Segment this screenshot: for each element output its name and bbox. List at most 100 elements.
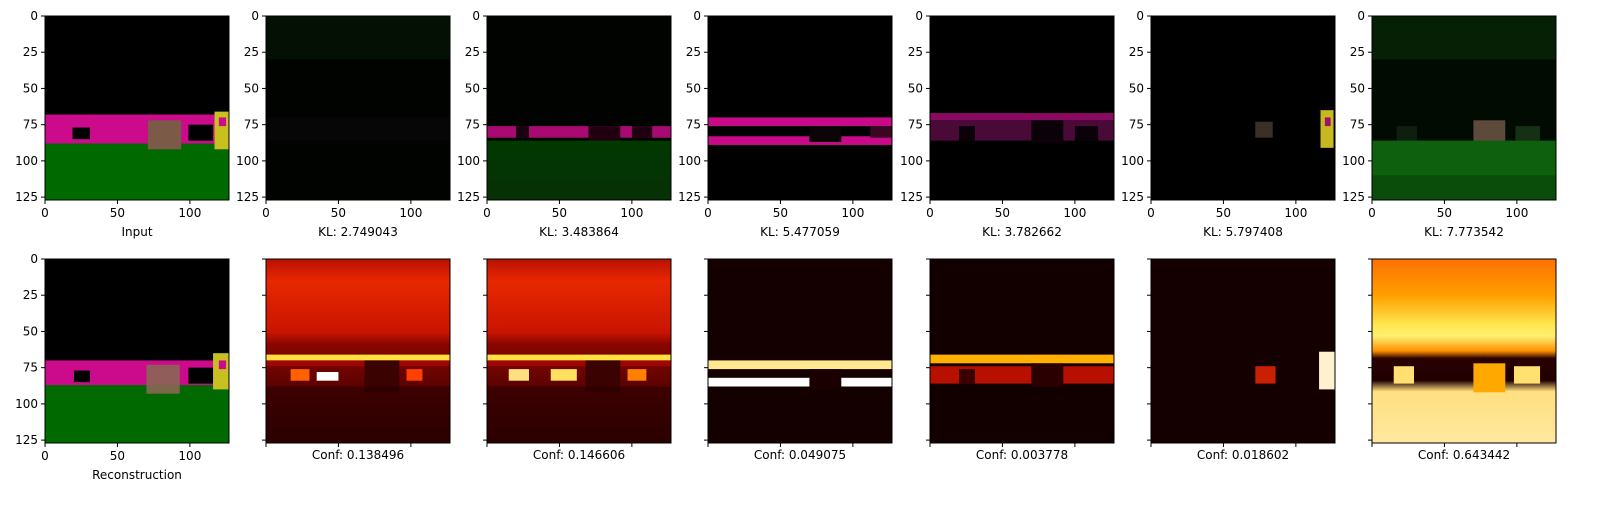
y-tick-label: 25 [23, 288, 38, 302]
slot-background [930, 16, 1114, 200]
x-tick-label: 0 [41, 206, 49, 220]
key-hole [1324, 117, 1331, 127]
caption-slot1: KL: 2.749043 [318, 225, 398, 239]
panel-conf6-axes [1368, 258, 1557, 447]
y-tick-label: 100 [15, 397, 38, 411]
panel-slot6 [1372, 16, 1556, 200]
y-tick-label: 25 [1129, 45, 1144, 59]
caption-slot2: KL: 3.483864 [539, 225, 619, 239]
panel-slot3 [708, 16, 892, 200]
heat-wall-dark [266, 360, 450, 367]
x-tick-label: 0 [926, 206, 934, 220]
y-tick-label: 125 [900, 190, 923, 204]
y-tick-label: 0 [30, 252, 38, 266]
y-tick-label: 75 [1350, 118, 1365, 132]
y-tick-label: 125 [15, 433, 38, 447]
panel-slot4 [930, 16, 1114, 200]
x-tick-label: 100 [1284, 206, 1307, 220]
y-tick-label: 50 [465, 81, 480, 95]
wall-top-strip [930, 113, 1114, 121]
heat-window-left [290, 369, 310, 381]
y-tick-label: 0 [251, 9, 259, 23]
caption-conf1: Conf: 0.138496 [312, 448, 404, 462]
axes-frame [707, 258, 893, 444]
box-gap [588, 126, 621, 141]
y-tick-label: 0 [472, 9, 480, 23]
window-right [188, 367, 214, 384]
heat-key [1319, 351, 1335, 390]
heat-background [708, 259, 892, 443]
caption-slot4: KL: 3.782662 [982, 225, 1062, 239]
x-tick-label: 50 [773, 206, 788, 220]
y-tick-label: 125 [1121, 190, 1144, 204]
heat-box [1031, 363, 1064, 387]
panel-conf5 [1151, 259, 1335, 443]
y-tick-label: 25 [23, 45, 38, 59]
wall-top-strip [708, 117, 892, 127]
y-tick-label: 50 [244, 81, 259, 95]
panel-conf6 [1372, 259, 1556, 443]
heat-box [809, 369, 842, 390]
x-tick-label: 100 [1505, 206, 1528, 220]
axes-frame [1150, 15, 1336, 201]
y-tick-label: 100 [1342, 154, 1365, 168]
heat-window-left [508, 369, 530, 381]
heat-wall-top [487, 354, 671, 361]
heat-background [1372, 259, 1556, 443]
key-hole [218, 360, 227, 370]
heat-floor [266, 386, 450, 443]
x-tick-label: 0 [41, 449, 49, 463]
wall-bottom-strip [708, 136, 892, 145]
y-tick-label: 0 [1136, 9, 1144, 23]
panel-slot5 [1151, 16, 1335, 200]
x-tick-label: 50 [1216, 206, 1231, 220]
wall-band [487, 126, 671, 138]
y-tick-label: 50 [908, 81, 923, 95]
y-tick-label: 50 [686, 81, 701, 95]
x-tick-label: 100 [620, 206, 643, 220]
y-tick-label: 0 [1357, 9, 1365, 23]
y-tick-label: 125 [457, 190, 480, 204]
panel-conf2 [487, 259, 671, 443]
y-tick-label: 125 [678, 190, 701, 204]
faint-top-haze [266, 16, 450, 60]
x-tick-label: 0 [262, 206, 270, 220]
slot-background [708, 16, 892, 200]
caption-input: Input [121, 225, 152, 239]
y-tick-label: 125 [15, 190, 38, 204]
panel-conf1-axes [262, 258, 451, 447]
box-object [1255, 121, 1273, 138]
y-tick-label: 100 [678, 154, 701, 168]
x-tick-label: 0 [704, 206, 712, 220]
caption-slot5: KL: 5.797408 [1203, 225, 1283, 239]
y-tick-label: 0 [693, 9, 701, 23]
window-left [1396, 126, 1417, 141]
heat-window-right [406, 369, 423, 381]
panel-conf1 [266, 259, 450, 443]
x-tick-label: 50 [1437, 206, 1452, 220]
y-tick-label: 75 [465, 118, 480, 132]
y-tick-label: 25 [686, 45, 701, 59]
axes-frame [929, 15, 1115, 201]
panel-conf5-axes [1147, 258, 1336, 447]
heat-window-left [958, 369, 975, 384]
axes-frame [265, 15, 451, 201]
axes-frame [1371, 15, 1557, 201]
axes-frame [486, 258, 672, 444]
y-tick-label: 50 [1129, 81, 1144, 95]
faint-top-haze [1372, 16, 1556, 60]
panel-conf2-axes [483, 258, 672, 447]
heat-floor [487, 386, 671, 443]
y-tick-label: 75 [908, 118, 923, 132]
y-tick-label: 25 [244, 45, 259, 59]
axes-frame [707, 15, 893, 201]
heat-box [1473, 363, 1506, 393]
panel-conf4-axes [926, 258, 1115, 447]
panel-conf3-axes [704, 258, 893, 447]
heat-window-left [1393, 366, 1415, 384]
caption-slot3: KL: 5.477059 [760, 225, 840, 239]
